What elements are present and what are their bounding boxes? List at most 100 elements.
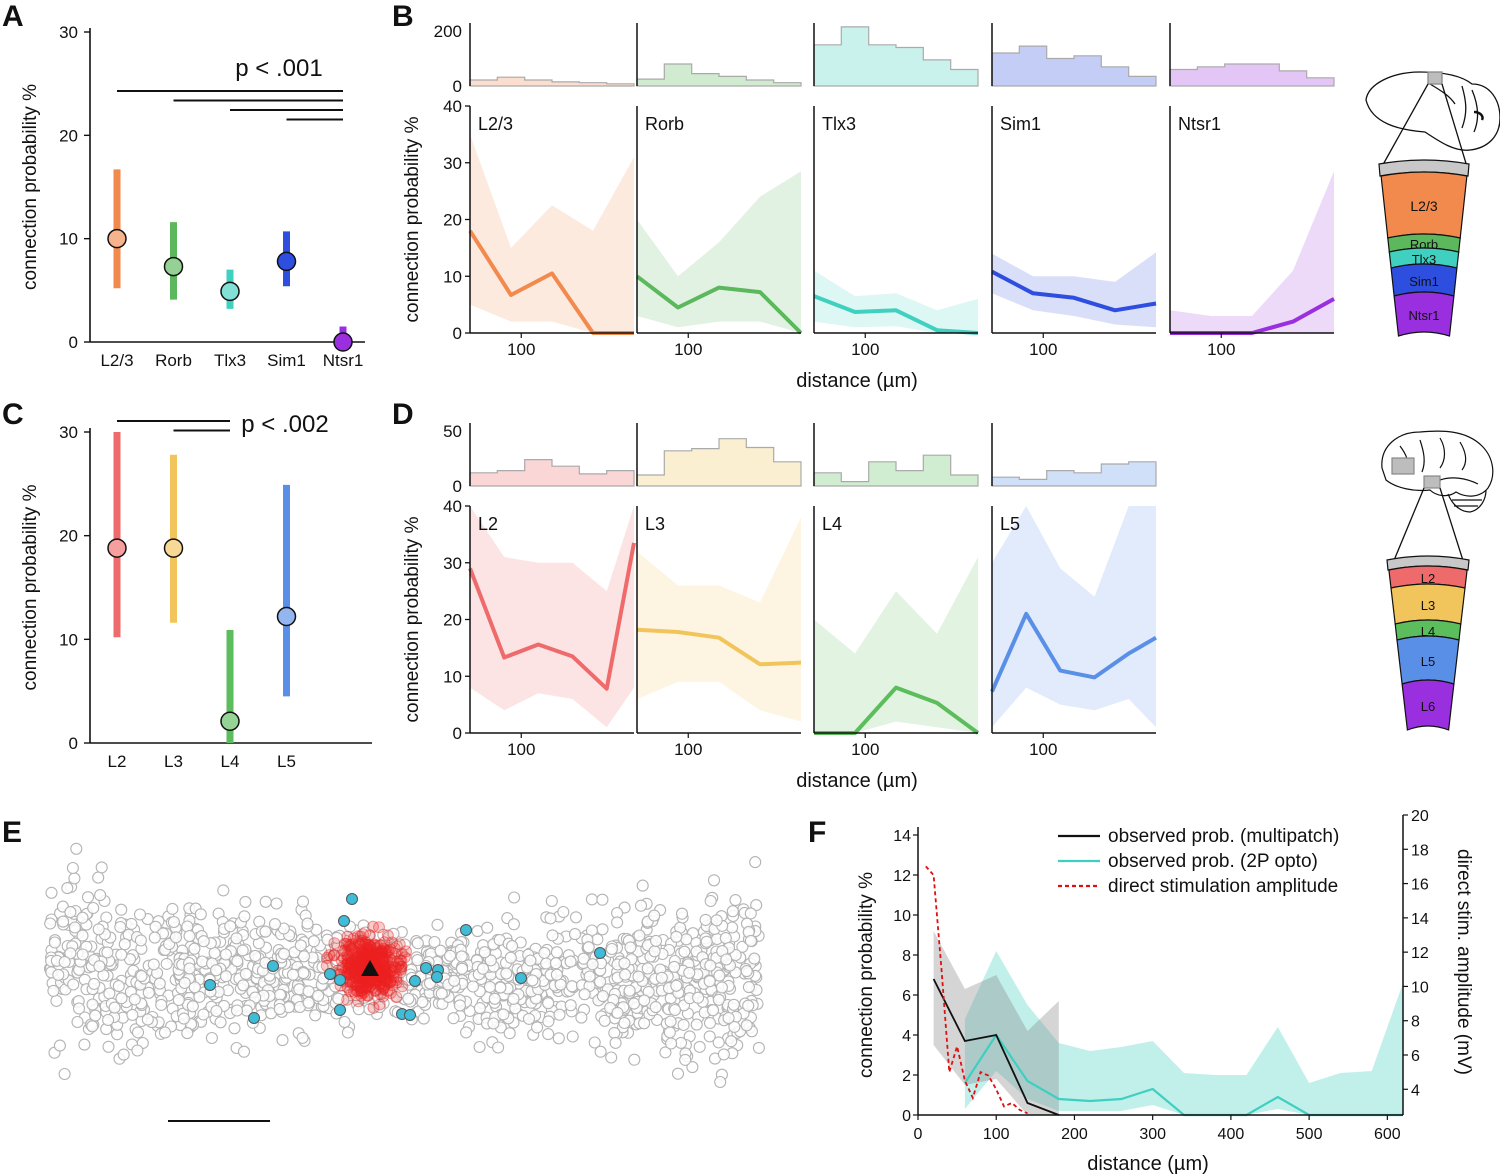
cell-marker xyxy=(542,1028,555,1041)
cell-marker xyxy=(76,929,89,942)
cell-marker xyxy=(349,989,363,1002)
ci-band-L5 xyxy=(992,506,1156,728)
stimulated-cell-marker xyxy=(376,945,389,957)
cell-marker xyxy=(707,1004,720,1017)
x-axis-label: distance (µm) xyxy=(1087,1153,1209,1175)
cell-marker xyxy=(183,962,196,975)
stimulated-cell-marker xyxy=(356,934,369,947)
cell-marker xyxy=(217,884,230,897)
cell-marker xyxy=(466,980,480,993)
cell-marker xyxy=(142,986,155,999)
cell-marker xyxy=(473,1002,486,1015)
stimulated-cell-marker xyxy=(378,960,391,973)
stimulated-cell-marker xyxy=(377,952,390,965)
cell-marker xyxy=(674,1036,688,1049)
stimulated-cell-marker xyxy=(355,985,368,998)
stimulated-cell-marker xyxy=(381,984,394,997)
cell-marker xyxy=(569,911,583,924)
cell-marker xyxy=(373,1001,386,1014)
stimulated-cell-marker xyxy=(370,952,383,965)
ci-band-L2/3 xyxy=(470,134,634,333)
cell-marker xyxy=(428,935,441,949)
cell-marker xyxy=(577,952,590,965)
cell-marker xyxy=(668,1003,682,1017)
stimulated-cell-marker xyxy=(380,954,393,967)
stimulated-cell-marker xyxy=(356,952,369,965)
cell-marker xyxy=(670,930,683,943)
stimulated-cell-marker xyxy=(342,958,355,971)
cell-marker xyxy=(641,962,654,975)
cell-marker xyxy=(81,891,95,904)
stimulated-cell-marker xyxy=(347,932,360,945)
cell-marker xyxy=(48,936,61,949)
stimulated-cell-marker xyxy=(373,947,386,960)
ci-band xyxy=(933,931,1059,1115)
stimulated-cell-marker xyxy=(362,938,375,951)
cell-marker xyxy=(578,988,591,1001)
panel-e-chart xyxy=(43,842,765,1122)
stimulated-cell-marker xyxy=(375,980,387,993)
cell-marker xyxy=(230,1004,244,1017)
stimulated-cell-marker xyxy=(335,954,348,967)
stimulated-cell-marker xyxy=(374,977,387,990)
cell-marker xyxy=(181,1027,194,1040)
stimulated-cell-marker xyxy=(356,955,369,968)
stimulated-cell-marker xyxy=(389,960,402,973)
cell-marker xyxy=(64,947,77,960)
cell-marker xyxy=(526,974,539,987)
cell-marker xyxy=(744,934,757,947)
cell-marker xyxy=(294,939,307,952)
stimulated-cell-marker xyxy=(350,979,363,992)
stimulated-cell-marker xyxy=(345,942,358,955)
cell-marker xyxy=(188,981,201,994)
stimulated-cell-marker xyxy=(337,944,350,957)
panel-label-b: B xyxy=(392,0,414,33)
stimulated-cell-marker xyxy=(362,975,375,988)
cell-marker xyxy=(726,921,739,934)
cell-marker xyxy=(148,931,161,944)
y-tick-label: 6 xyxy=(902,988,911,1005)
cell-marker xyxy=(605,1051,618,1064)
stimulated-cell-marker xyxy=(350,962,363,975)
y-tick-label: 10 xyxy=(59,230,78,249)
stimulated-cell-marker xyxy=(354,951,367,964)
cell-marker xyxy=(92,923,105,936)
cell-marker xyxy=(434,944,447,957)
cell-marker xyxy=(126,1008,139,1021)
cell-marker xyxy=(487,1017,500,1030)
connected-cell-marker xyxy=(334,1004,346,1016)
stimulated-cell-marker xyxy=(339,944,352,957)
cell-marker xyxy=(460,1026,473,1039)
cell-marker xyxy=(483,980,496,993)
layer-label-L2/3: L2/3 xyxy=(1410,198,1437,214)
cell-marker xyxy=(416,996,429,1009)
stimulated-cell-marker xyxy=(350,960,363,973)
stimulated-cell-marker xyxy=(373,921,385,934)
stimulated-cell-marker xyxy=(373,950,386,963)
cell-marker xyxy=(596,990,609,1003)
cell-marker xyxy=(648,945,661,958)
cell-marker xyxy=(108,1001,121,1014)
cell-marker xyxy=(722,1011,735,1025)
stimulated-cell-marker xyxy=(370,939,383,952)
cell-marker xyxy=(638,994,651,1007)
cell-marker xyxy=(609,1036,622,1049)
stimulated-cell-marker xyxy=(356,950,369,963)
y-tick-label: 10 xyxy=(443,667,462,686)
stimulated-cell-marker xyxy=(359,982,372,995)
cell-marker xyxy=(668,960,681,973)
x-axis-label: distance (µm) xyxy=(796,770,918,792)
stimulated-cell-marker xyxy=(349,971,362,984)
x-tick-label: 0 xyxy=(914,1126,923,1143)
stimulated-cell-marker xyxy=(355,937,368,950)
cell-marker xyxy=(115,948,128,961)
stimulated-cell-marker xyxy=(354,981,367,994)
cell-marker xyxy=(301,917,314,930)
cell-marker xyxy=(594,975,607,988)
cell-marker xyxy=(312,989,325,1002)
cell-marker xyxy=(500,967,513,980)
cell-marker xyxy=(167,915,180,929)
subplot-title-L2: L2 xyxy=(478,514,498,534)
stimulated-cell-marker xyxy=(336,961,349,974)
legend: observed prob. (multipatch) observed prob… xyxy=(1058,826,1339,897)
